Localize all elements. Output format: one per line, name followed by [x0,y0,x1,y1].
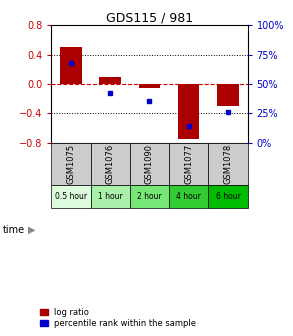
Text: 2 hour: 2 hour [137,192,162,201]
Bar [178,84,200,139]
Text: 4 hour: 4 hour [176,192,201,201]
Text: GSM1090: GSM1090 [145,144,154,184]
Bar [51,185,91,208]
Bar [99,77,121,84]
Text: time: time [3,225,25,235]
Text: 1 hour: 1 hour [98,192,122,201]
Text: 6 hour: 6 hour [216,192,240,201]
Bar [91,185,130,208]
Text: GSM1077: GSM1077 [184,143,193,184]
Text: GSM1076: GSM1076 [106,143,115,184]
Text: GSM1078: GSM1078 [224,143,232,184]
Bar [51,142,91,185]
Text: 0.5 hour: 0.5 hour [55,192,87,201]
Text: ▶: ▶ [28,225,35,235]
Bar [60,47,82,84]
Bar [208,185,248,208]
Bar [139,84,160,88]
Text: GSM1075: GSM1075 [67,144,75,184]
Bar [208,142,248,185]
Legend: log ratio, percentile rank within the sample: log ratio, percentile rank within the sa… [39,307,197,329]
Title: GDS115 / 981: GDS115 / 981 [106,11,193,24]
Bar [91,142,130,185]
Bar [169,142,208,185]
Bar [169,185,208,208]
Bar [217,84,239,106]
Bar [130,142,169,185]
Bar [130,185,169,208]
